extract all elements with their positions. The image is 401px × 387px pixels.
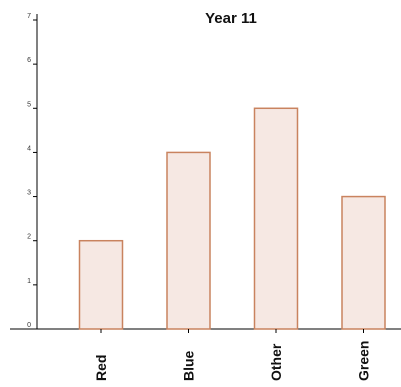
y-tick-label: 3 xyxy=(27,190,31,197)
y-tick-label: 7 xyxy=(27,13,31,20)
y-tick-label: 1 xyxy=(27,278,31,285)
y-tick-label: 5 xyxy=(27,101,31,108)
x-tick-label-blue: Blue xyxy=(181,350,197,381)
y-tick-label: 4 xyxy=(27,145,31,152)
chart-title: Year 11 xyxy=(205,10,257,27)
bar-green xyxy=(341,195,386,330)
bars xyxy=(78,107,386,330)
x-axis-ticks: Red Blue Other Green xyxy=(93,329,372,381)
y-tick-label: 0 xyxy=(27,322,31,329)
y-tick-label: 2 xyxy=(27,234,31,241)
y-tick-label: 6 xyxy=(27,57,31,64)
x-tick-label-other: Other xyxy=(268,343,284,381)
x-tick-label-green: Green xyxy=(356,341,372,381)
x-tick-label-red: Red xyxy=(93,355,109,381)
bar-other xyxy=(253,107,299,330)
bar-red xyxy=(78,239,124,330)
bar-blue xyxy=(166,151,211,330)
y-axis-ticks: 0 1 2 3 4 5 6 7 xyxy=(27,13,37,330)
